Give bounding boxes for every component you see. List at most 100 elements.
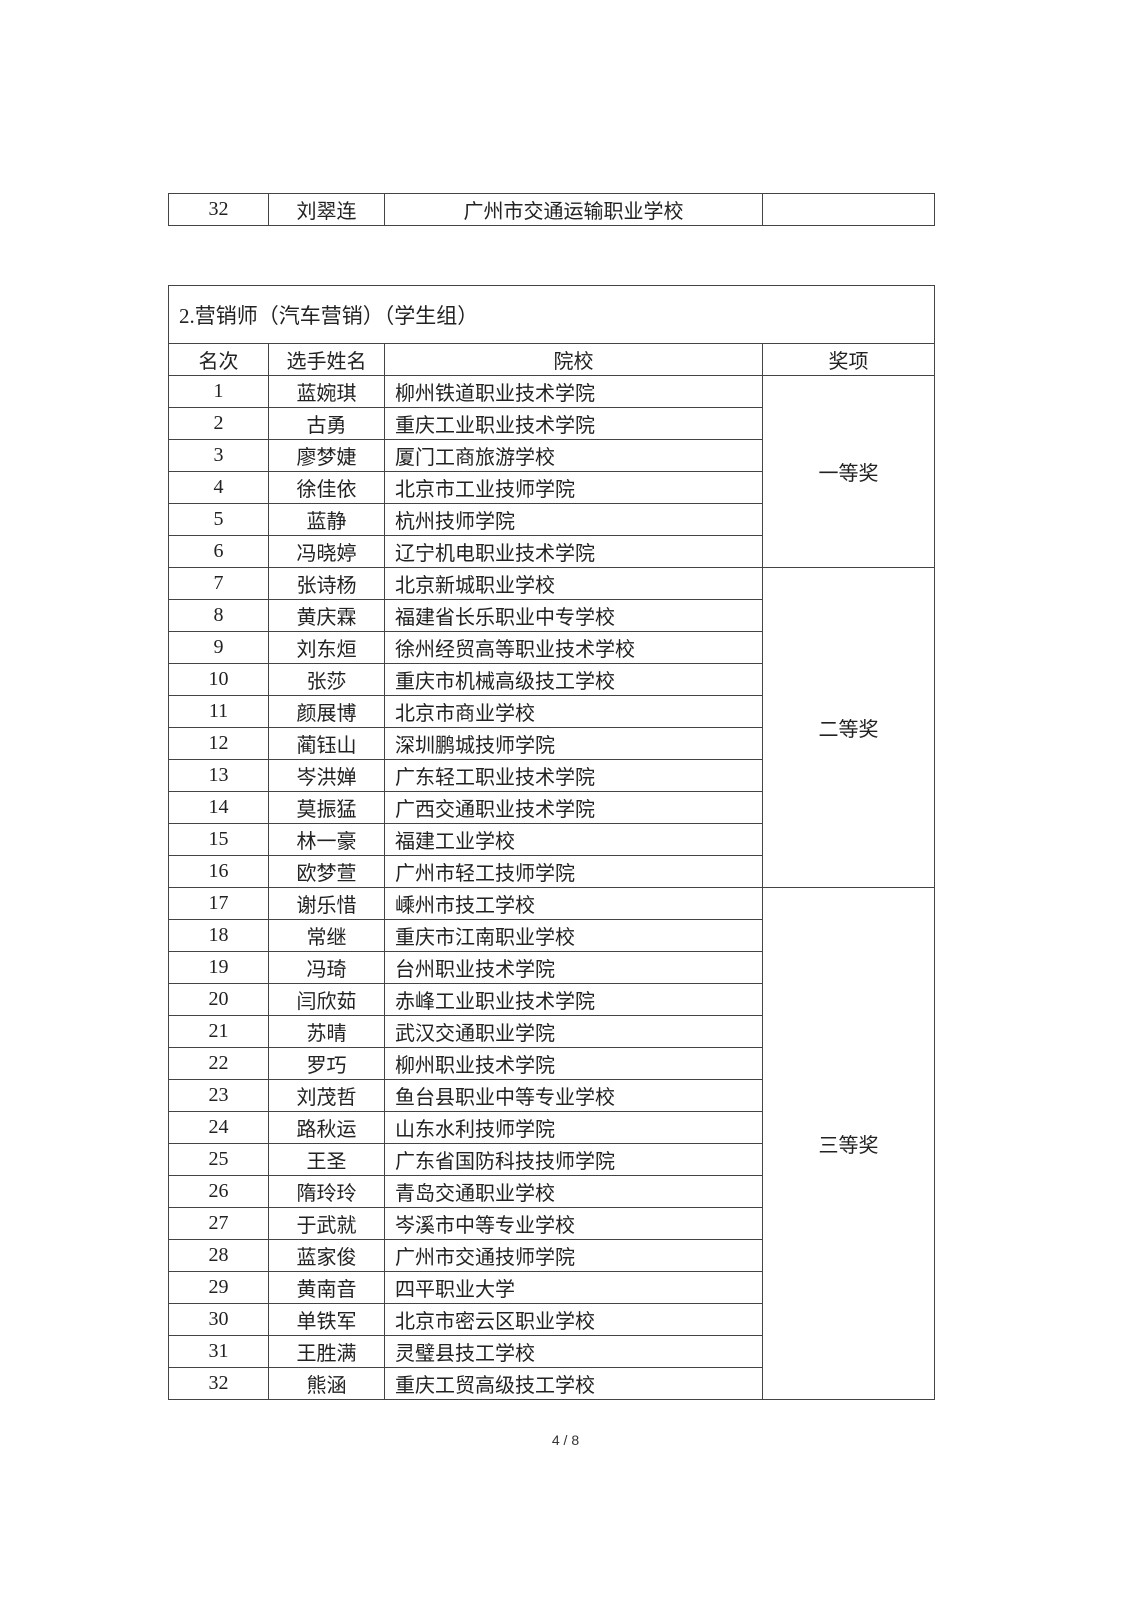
table-row: 12 蔺钰山 深圳鹏城技师学院 bbox=[168, 727, 935, 760]
name-cell: 蓝静 bbox=[268, 503, 385, 536]
name-cell: 刘翠连 bbox=[268, 193, 385, 226]
name-cell: 黄庆霖 bbox=[268, 599, 385, 632]
rank-cell: 7 bbox=[168, 567, 269, 600]
name-cell: 路秋运 bbox=[268, 1111, 385, 1144]
school-cell: 广州市交通技师学院 bbox=[384, 1239, 763, 1272]
school-cell: 广州市轻工技师学院 bbox=[384, 855, 763, 888]
rank-cell: 29 bbox=[168, 1271, 269, 1304]
school-cell: 北京市工业技师学院 bbox=[384, 471, 763, 504]
name-cell: 王圣 bbox=[268, 1143, 385, 1176]
name-cell: 单铁军 bbox=[268, 1303, 385, 1336]
school-cell: 深圳鹏城技师学院 bbox=[384, 727, 763, 760]
name-cell: 冯晓婷 bbox=[268, 535, 385, 568]
header-row: 名次 选手姓名 院校 奖项 bbox=[168, 343, 935, 376]
page-number: 4 / 8 bbox=[551, 1432, 580, 1448]
rank-cell: 24 bbox=[168, 1111, 269, 1144]
name-cell: 罗巧 bbox=[268, 1047, 385, 1080]
name-cell: 颜展博 bbox=[268, 695, 385, 728]
school-cell: 广东省国防科技技师学院 bbox=[384, 1143, 763, 1176]
table-row: 11 颜展博 北京市商业学校 bbox=[168, 695, 935, 728]
rank-cell: 5 bbox=[168, 503, 269, 536]
name-cell: 苏晴 bbox=[268, 1015, 385, 1048]
name-cell: 刘东烜 bbox=[268, 631, 385, 664]
rank-cell: 6 bbox=[168, 535, 269, 568]
name-cell: 莫振猛 bbox=[268, 791, 385, 824]
name-cell: 古勇 bbox=[268, 407, 385, 440]
name-cell: 蓝家俊 bbox=[268, 1239, 385, 1272]
rank-cell: 11 bbox=[168, 695, 269, 728]
school-cell: 徐州经贸高等职业技术学校 bbox=[384, 631, 763, 664]
header-school: 院校 bbox=[384, 343, 763, 376]
table-row: 30 单铁军 北京市密云区职业学校 bbox=[168, 1303, 935, 1336]
rank-cell: 26 bbox=[168, 1175, 269, 1208]
school-cell: 北京市商业学校 bbox=[384, 695, 763, 728]
rank-cell: 2 bbox=[168, 407, 269, 440]
award-cell bbox=[762, 193, 935, 226]
rank-cell: 3 bbox=[168, 439, 269, 472]
table-row: 16 欧梦萱 广州市轻工技师学院 bbox=[168, 855, 935, 888]
table-row: 29 黄南音 四平职业大学 bbox=[168, 1271, 935, 1304]
school-cell: 重庆市机械高级技工学校 bbox=[384, 663, 763, 696]
school-cell: 灵璧县技工学校 bbox=[384, 1335, 763, 1368]
school-cell: 赤峰工业职业技术学院 bbox=[384, 983, 763, 1016]
name-cell: 王胜满 bbox=[268, 1335, 385, 1368]
table-row: 10 张莎 重庆市机械高级技工学校 bbox=[168, 663, 935, 696]
table-row: 27 于武就 岑溪市中等专业学校 bbox=[168, 1207, 935, 1240]
table-row: 9 刘东烜 徐州经贸高等职业技术学校 bbox=[168, 631, 935, 664]
name-cell: 蓝婉琪 bbox=[268, 375, 385, 408]
name-cell: 黄南音 bbox=[268, 1271, 385, 1304]
name-cell: 欧梦萱 bbox=[268, 855, 385, 888]
school-cell: 杭州技师学院 bbox=[384, 503, 763, 536]
school-cell: 重庆工业职业技术学院 bbox=[384, 407, 763, 440]
results-table: 2.营销师（汽车营销）（学生组） 名次 选手姓名 院校 奖项 1 蓝婉琪 柳州铁道职… bbox=[168, 285, 935, 1400]
name-cell: 闫欣茹 bbox=[268, 983, 385, 1016]
rank-cell: 25 bbox=[168, 1143, 269, 1176]
name-cell: 张莎 bbox=[268, 663, 385, 696]
table-row: 32 刘翠连 广州市交通运输职业学校 bbox=[168, 193, 935, 226]
table-row: 6 冯晓婷 辽宁机电职业技术学院 bbox=[168, 535, 935, 568]
name-cell: 蔺钰山 bbox=[268, 727, 385, 760]
table-row: 2 古勇 重庆工业职业技术学院 bbox=[168, 407, 935, 440]
rank-cell: 9 bbox=[168, 631, 269, 664]
school-cell: 嵊州市技工学校 bbox=[384, 887, 763, 920]
name-cell: 谢乐惜 bbox=[268, 887, 385, 920]
school-cell: 四平职业大学 bbox=[384, 1271, 763, 1304]
school-cell: 台州职业技术学院 bbox=[384, 951, 763, 984]
award-cell: 三等奖 bbox=[762, 887, 935, 1400]
header-rank: 名次 bbox=[168, 343, 269, 376]
school-cell: 柳州职业技术学院 bbox=[384, 1047, 763, 1080]
name-cell: 徐佳依 bbox=[268, 471, 385, 504]
name-cell: 常继 bbox=[268, 919, 385, 952]
table-row: 18 常继 重庆市江南职业学校 bbox=[168, 919, 935, 952]
name-cell: 廖梦婕 bbox=[268, 439, 385, 472]
table-row: 3 廖梦婕 厦门工商旅游学校 bbox=[168, 439, 935, 472]
name-cell: 岑洪婵 bbox=[268, 759, 385, 792]
table-row: 20 闫欣茹 赤峰工业职业技术学院 bbox=[168, 983, 935, 1016]
table-row: 24 路秋运 山东水利技师学院 bbox=[168, 1111, 935, 1144]
name-cell: 熊涵 bbox=[268, 1367, 385, 1400]
rank-cell: 23 bbox=[168, 1079, 269, 1112]
school-cell: 鱼台县职业中等专业学校 bbox=[384, 1079, 763, 1112]
rank-cell: 13 bbox=[168, 759, 269, 792]
rank-cell: 30 bbox=[168, 1303, 269, 1336]
rank-cell: 15 bbox=[168, 823, 269, 856]
school-cell: 厦门工商旅游学校 bbox=[384, 439, 763, 472]
table-row: 28 蓝家俊 广州市交通技师学院 bbox=[168, 1239, 935, 1272]
name-cell: 林一豪 bbox=[268, 823, 385, 856]
table-row: 14 莫振猛 广西交通职业技术学院 bbox=[168, 791, 935, 824]
rank-cell: 32 bbox=[168, 193, 269, 226]
table-row: 26 隋玲玲 青岛交通职业学校 bbox=[168, 1175, 935, 1208]
header-name: 选手姓名 bbox=[268, 343, 385, 376]
rank-cell: 22 bbox=[168, 1047, 269, 1080]
school-cell: 青岛交通职业学校 bbox=[384, 1175, 763, 1208]
rank-cell: 18 bbox=[168, 919, 269, 952]
rank-cell: 31 bbox=[168, 1335, 269, 1368]
table-row: 1 蓝婉琪 柳州铁道职业技术学院 一等奖 bbox=[168, 375, 935, 568]
school-cell: 重庆工贸高级技工学校 bbox=[384, 1367, 763, 1400]
rank-cell: 17 bbox=[168, 887, 269, 920]
table-row: 5 蓝静 杭州技师学院 bbox=[168, 503, 935, 536]
school-cell: 广东轻工职业技术学院 bbox=[384, 759, 763, 792]
school-cell: 北京市密云区职业学校 bbox=[384, 1303, 763, 1336]
rank-cell: 16 bbox=[168, 855, 269, 888]
school-cell: 福建省长乐职业中专学校 bbox=[384, 599, 763, 632]
